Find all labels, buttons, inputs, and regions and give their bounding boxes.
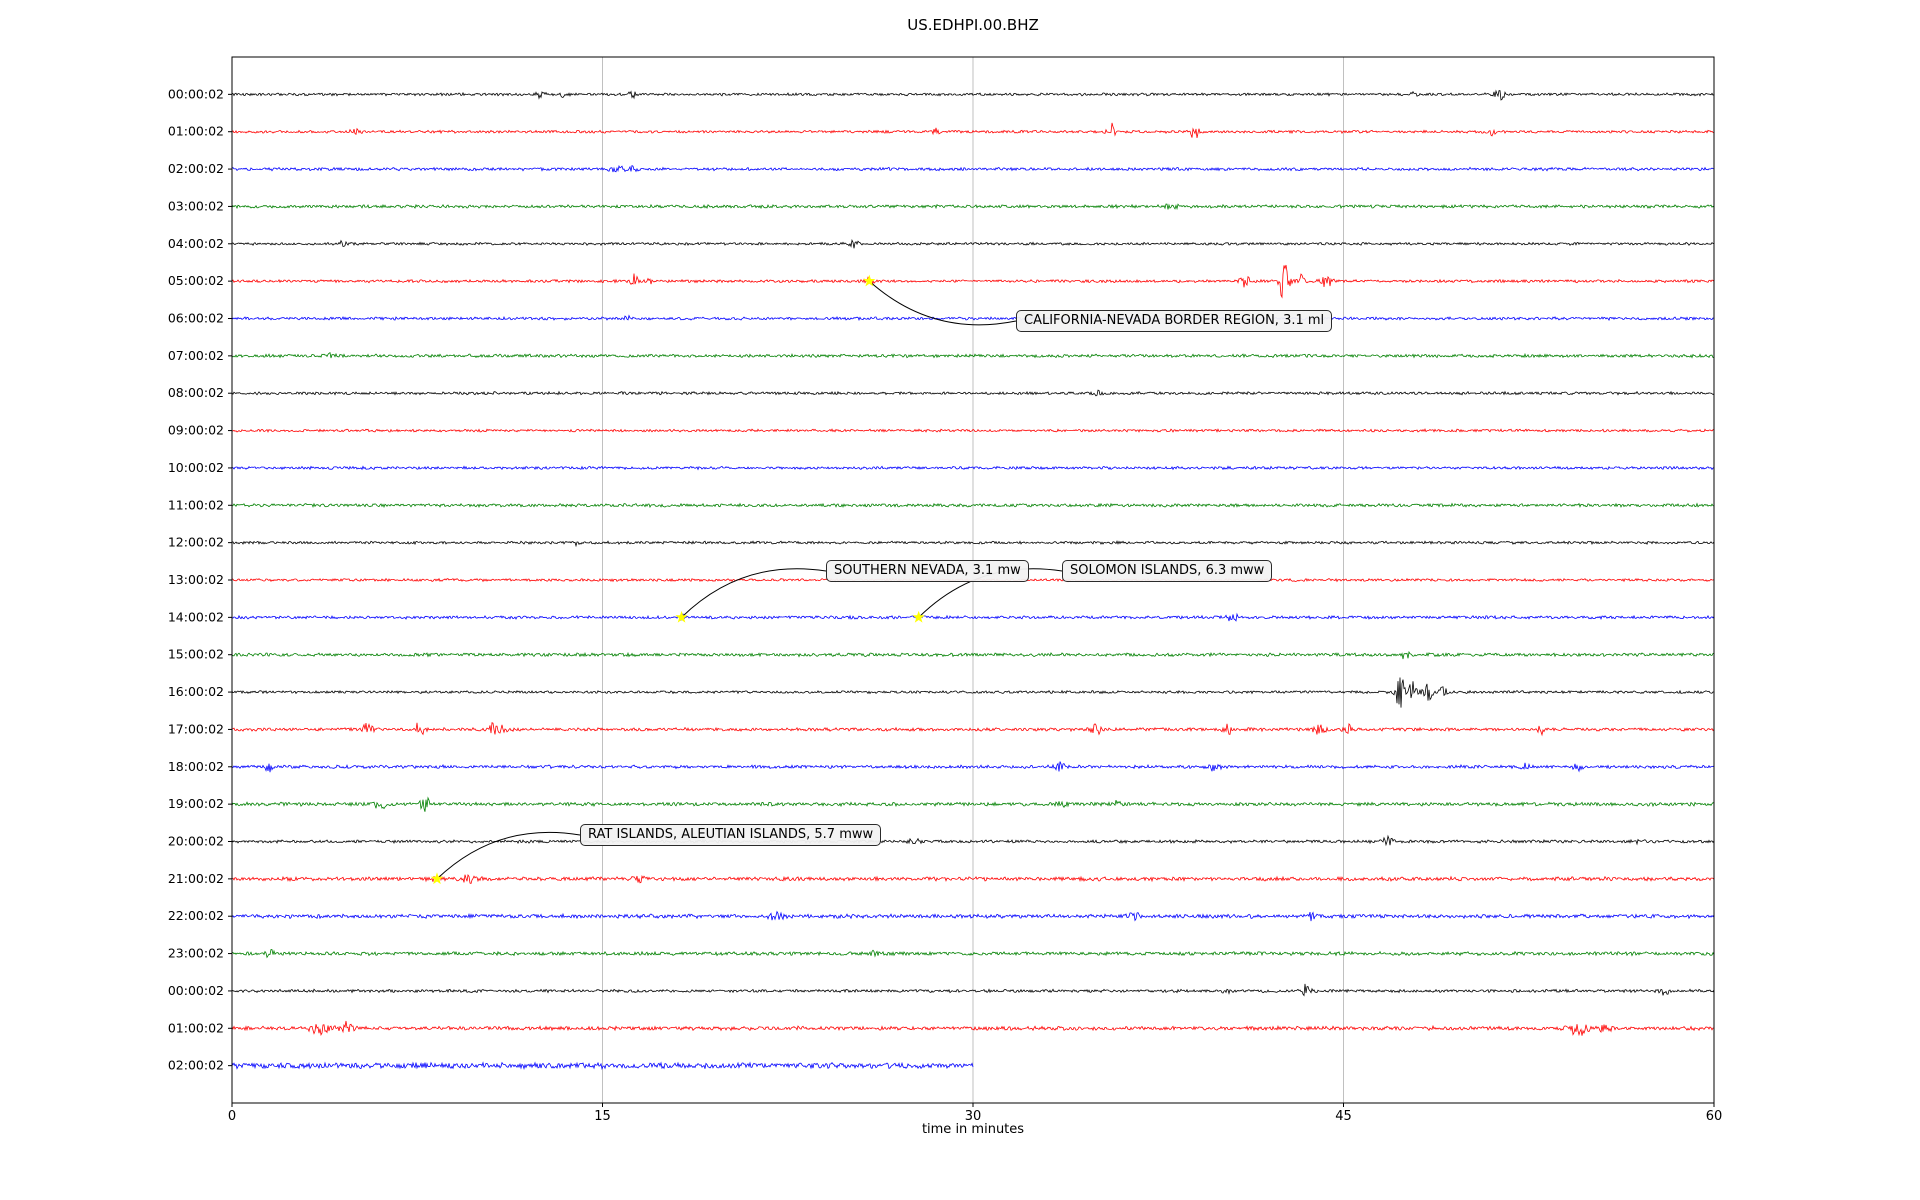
event-star-marker-2 — [912, 610, 925, 623]
trace-row-12 — [231, 540, 1715, 548]
trace-row-25 — [231, 1020, 1715, 1037]
row-time-label: 04:00:02 — [168, 236, 224, 251]
row-time-label: 02:00:02 — [168, 1058, 224, 1073]
row-time-label: 09:00:02 — [168, 423, 224, 438]
traces — [231, 89, 1715, 1071]
event-star-marker-3 — [430, 872, 444, 885]
row-time-label: 02:00:02 — [168, 161, 224, 176]
trace-row-20 — [231, 834, 1715, 847]
x-axis-label: time in minutes — [921, 1122, 1025, 1137]
row-time-label: 11:00:02 — [168, 497, 224, 512]
trace-row-11 — [231, 502, 1715, 508]
trace-row-9 — [231, 428, 1715, 433]
row-time-label: 06:00:02 — [168, 311, 224, 326]
row-time-label: 08:00:02 — [168, 385, 224, 400]
row-time-label: 01:00:02 — [168, 1020, 224, 1035]
trace-row-1 — [231, 122, 1715, 138]
trace-row-22 — [231, 910, 1715, 922]
event-star-marker-0 — [863, 274, 876, 287]
row-time-label: 17:00:02 — [168, 721, 224, 736]
row-time-label: 22:00:02 — [168, 908, 224, 923]
chart-title: US.EDHPI.00.BHZ — [907, 16, 1039, 34]
trace-row-21 — [231, 873, 1715, 885]
trace-row-4 — [231, 239, 1715, 249]
trace-row-0 — [231, 89, 1715, 101]
trace-row-8 — [231, 389, 1715, 397]
trace-row-3 — [231, 203, 1715, 211]
event-annotation-1: SOUTHERN NEVADA, 3.1 mw — [826, 560, 1029, 582]
row-time-label: 19:00:02 — [168, 796, 224, 811]
row-time-label: 20:00:02 — [168, 834, 224, 849]
row-time-label: 18:00:02 — [168, 759, 224, 774]
trace-row-15 — [231, 650, 1715, 660]
trace-row-7 — [231, 352, 1715, 359]
row-time-label: 03:00:02 — [168, 198, 224, 213]
event-annotation-2: SOLOMON ISLANDS, 6.3 mww — [1062, 560, 1273, 582]
x-axis-ticks: 0 15 30 45 60 — [228, 1103, 1722, 1124]
event-connector-3 — [436, 831, 581, 880]
trace-row-10 — [231, 465, 1715, 471]
event-connector-0 — [868, 280, 1017, 326]
x-tick-label: 45 — [1335, 1109, 1352, 1124]
row-time-label: 00:00:02 — [168, 86, 224, 101]
row-time-label: 12:00:02 — [168, 535, 224, 550]
row-time-label: 21:00:02 — [168, 871, 224, 886]
trace-row-5 — [231, 264, 1715, 299]
trace-row-2 — [231, 165, 1715, 173]
x-tick-label: 60 — [1706, 1109, 1723, 1124]
row-time-label: 10:00:02 — [168, 460, 224, 475]
row-time-label: 01:00:02 — [168, 124, 224, 139]
trace-row-24 — [231, 983, 1715, 997]
y-axis-labels: 00:00:02 01:00:02 02:00:02 03:00:02 04:00:02… — [168, 86, 232, 1073]
row-time-label: 00:00:02 — [168, 983, 224, 998]
x-tick-label: 15 — [594, 1109, 611, 1124]
row-time-label: 15:00:02 — [168, 647, 224, 662]
trace-row-17 — [231, 722, 1715, 737]
trace-row-18 — [231, 761, 1714, 773]
x-tick-label: 0 — [228, 1109, 236, 1124]
row-time-label: 07:00:02 — [168, 348, 224, 363]
x-tick-label: 30 — [965, 1109, 982, 1124]
row-time-label: 16:00:02 — [168, 684, 224, 699]
event-connector-1 — [681, 568, 827, 618]
trace-row-16 — [231, 677, 1715, 708]
event-markers — [430, 274, 925, 885]
row-time-label: 05:00:02 — [168, 273, 224, 288]
row-time-label: 14:00:02 — [168, 609, 224, 624]
row-time-label: 23:00:02 — [168, 946, 224, 961]
trace-row-6 — [231, 314, 1715, 322]
event-annotation-3: RAT ISLANDS, ALEUTIAN ISLANDS, 5.7 mww — [580, 824, 882, 846]
trace-row-23 — [232, 949, 1715, 959]
trace-row-14 — [231, 612, 1715, 622]
row-time-label: 13:00:02 — [168, 572, 224, 587]
event-star-marker-1 — [675, 610, 688, 623]
trace-row-26 — [231, 1061, 974, 1071]
event-annotation-0: CALIFORNIA-NEVADA BORDER REGION, 3.1 ml — [1016, 310, 1333, 332]
trace-row-19 — [231, 796, 1715, 812]
